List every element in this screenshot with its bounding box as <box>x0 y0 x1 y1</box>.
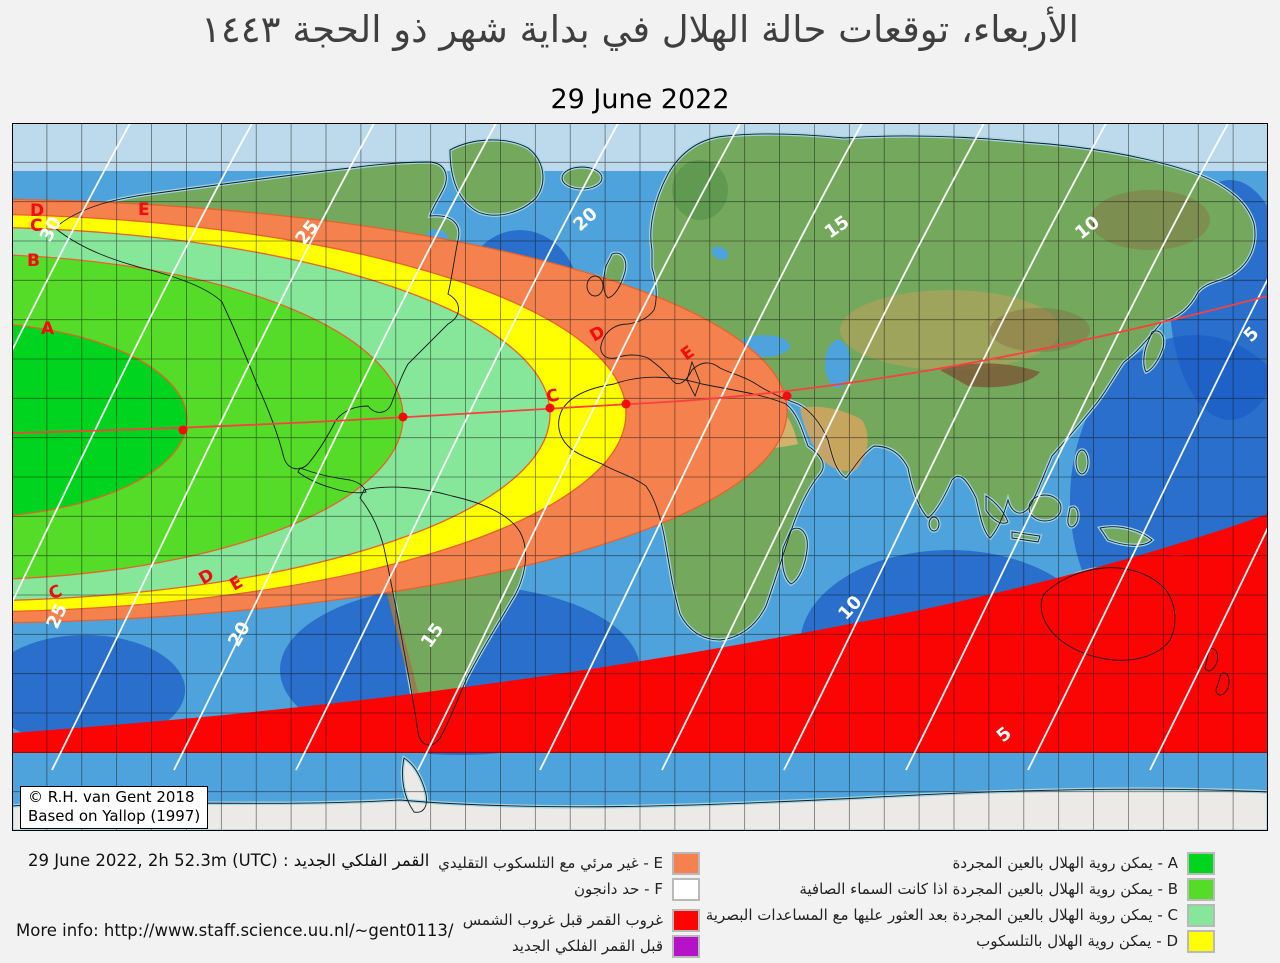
legend-row-zone-f: F - حد دانجون <box>420 876 700 902</box>
lunar-path-point <box>398 412 408 422</box>
zone-letter-d: D <box>30 201 44 221</box>
lunar-path-line <box>12 295 1268 434</box>
legend-row-zone-c: C - يمكن روية الهلال بالعين المجردة بعد … <box>700 902 1215 928</box>
visibility-zones <box>12 198 788 624</box>
legend-label-zone-a: A - يمكن روية الهلال بالعين المجردة <box>952 854 1178 872</box>
legend-swatch-zone-a <box>1187 851 1215 875</box>
world-visibility-map: D C B A E D E C C D E 30 25 20 15 10 5 25 20 15 10 5 © R.H. v… <box>12 123 1268 831</box>
zone-letter-b: B <box>27 251 40 271</box>
more-info-url: More info: http://www.staff.science.uu.n… <box>16 921 454 940</box>
legend-row-zone-d: D - يمكن روية الهلال بالتلسكوب <box>700 928 1215 954</box>
legend-swatch-before-new-moon <box>672 934 700 958</box>
legend-swatch-zone-d <box>1187 929 1215 953</box>
legend-label-zone-d: D - يمكن روية الهلال بالتلسكوب <box>976 932 1178 950</box>
legend-row-zone-b: B - يمكن روية الهلال بالعين المجردة اذا … <box>700 876 1215 902</box>
copyright-line1: © R.H. van Gent 2018 <box>28 788 195 806</box>
copyright-box: © R.H. van Gent 2018 Based on Yallop (19… <box>20 786 209 829</box>
legend-label-zone-c: C - يمكن روية الهلال بالعين المجردة بعد … <box>705 906 1178 924</box>
zone-letter-c: C <box>30 216 42 236</box>
legend-swatch-zone-f <box>672 877 700 901</box>
lunar-path-point <box>178 425 188 435</box>
map-layers <box>12 123 1268 831</box>
map-frame <box>12 123 1268 831</box>
legend-swatch-zone-c <box>1187 903 1215 927</box>
legend-label-before-new-moon: قبل القمر الفلكي الجديد <box>511 937 663 955</box>
legend-center: E - غير مرئي مع التلسكوب التقليدي F - حد … <box>420 850 700 959</box>
legend-row-zone-e: E - غير مرئي مع التلسكوب التقليدي <box>420 850 700 876</box>
lunar-path-point <box>782 391 792 401</box>
legend-row-moonset-before-sunset: غروب القمر قبل غروب الشمس <box>420 907 700 933</box>
legend-row-before-new-moon: قبل القمر الفلكي الجديد <box>420 933 700 959</box>
zone-letter-a: A <box>41 319 55 339</box>
new-moon-time: 29 June 2022, 2h 52.3m (UTC) : القمر الف… <box>28 851 430 870</box>
date-subtitle: 29 June 2022 <box>550 84 730 115</box>
copyright-line2: Based on Yallop (1997) <box>28 806 201 825</box>
legend-swatch-zone-b <box>1187 877 1215 901</box>
zone-letter-e: E <box>138 200 150 220</box>
page-title: الأربعاء، توقعات حالة الهلال في بداية شه… <box>201 8 1079 51</box>
legend-label-zone-f: F - حد دانجون <box>574 880 663 898</box>
legend-label-zone-e: E - غير مرئي مع التلسكوب التقليدي <box>438 854 663 872</box>
legend-swatch-moonset-before-sunset <box>672 908 700 932</box>
contour-lines <box>12 123 1268 771</box>
lunar-path-point <box>545 403 555 413</box>
zone-letter-c: C <box>544 385 561 408</box>
legend-label-zone-b: B - يمكن روية الهلال بالعين المجردة اذا … <box>799 880 1178 898</box>
legend-right: A - يمكن روية الهلال بالعين المجردة B - ي… <box>700 850 1215 954</box>
legend-row-zone-a: A - يمكن روية الهلال بالعين المجردة <box>700 850 1215 876</box>
lunar-path <box>12 295 1268 435</box>
graticule <box>12 123 1268 831</box>
legend-swatch-zone-e <box>672 851 700 875</box>
lunar-path-point <box>621 399 631 409</box>
legend-label-moonset-before-sunset: غروب القمر قبل غروب الشمس <box>462 911 663 929</box>
